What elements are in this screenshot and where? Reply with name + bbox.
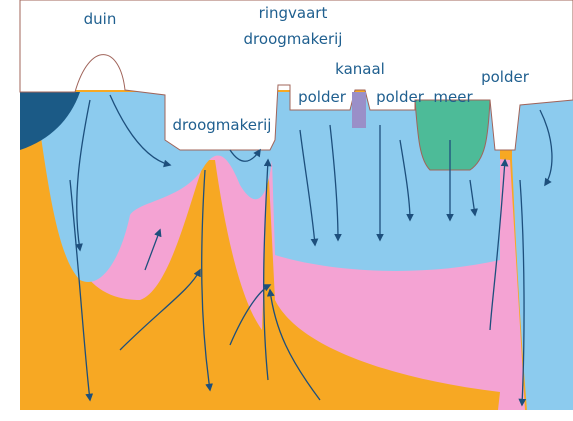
page: duin ringvaart droogmakerij kanaal droog… [0,0,573,421]
lake [415,100,490,170]
canal [352,92,366,128]
label: polder [298,88,347,106]
label: kanaal [335,60,385,78]
label: duin [84,10,117,28]
label: droogmakerij [173,116,272,134]
diagram: duin ringvaart droogmakerij kanaal droog… [0,0,573,421]
label: polder [376,88,425,106]
label: polder [481,68,530,86]
label: meer [433,88,473,106]
label: ringvaart [259,4,328,22]
label: droogmakerij [244,30,343,48]
